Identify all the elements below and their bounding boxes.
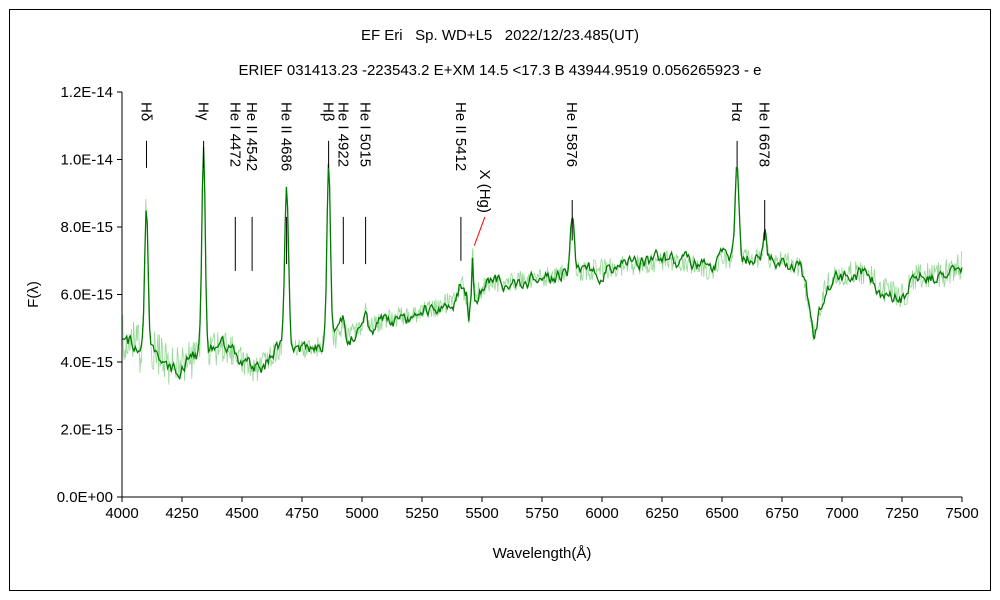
line-annotation-label: He I 4922 (334, 102, 351, 167)
x-tick-label: 5500 (465, 505, 498, 522)
x-tick-label: 7250 (885, 505, 918, 522)
line-annotation-label: He I 5876 (563, 102, 580, 167)
x-tick-label: 6250 (645, 505, 678, 522)
x-tick-label: 7500 (945, 505, 978, 522)
line-annotation-label: He II 4542 (243, 102, 260, 171)
y-tick-label: 1.2E-14 (60, 84, 113, 101)
line-annotation-label: Hβ (320, 102, 337, 122)
hg-annotation-label: X (Hg) (476, 170, 493, 213)
x-tick-label: 4750 (285, 505, 318, 522)
y-tick-label: 4.0E-15 (60, 354, 113, 371)
x-tick-label: 4250 (165, 505, 198, 522)
y-tick-label: 6.0E-15 (60, 287, 113, 304)
line-annotation-label: He I 5015 (357, 102, 374, 167)
line-annotation-label: Hα (728, 102, 745, 122)
chart-title: EF Eri Sp. WD+L5 2022/12/23.485(UT) (360, 27, 640, 44)
line-annotation-label: Hδ (138, 102, 155, 121)
x-tick-label: 7000 (825, 505, 858, 522)
x-axis-title: Wavelength(Å) (493, 545, 592, 562)
y-axis-title: F(λ) (25, 281, 42, 308)
y-tick-label: 2.0E-15 (60, 422, 113, 439)
y-tick-label: 8.0E-15 (60, 219, 113, 236)
chart-subtitle: ERIEF 031413.23 -223543.2 E+XM 14.5 <17.… (238, 62, 762, 79)
x-tick-label: 6750 (765, 505, 798, 522)
x-tick-label: 5750 (525, 505, 558, 522)
line-annotation-label: Hγ (195, 102, 212, 121)
line-annotation-label: He II 5412 (452, 102, 469, 171)
x-tick-label: 4000 (105, 505, 138, 522)
x-tick-label: 5250 (405, 505, 438, 522)
line-annotation-label: He II 4686 (278, 102, 295, 171)
x-tick-label: 5000 (345, 505, 378, 522)
hg-pointer-line (473, 216, 486, 246)
x-tick-label: 4500 (225, 505, 258, 522)
line-annotation-label: He I 6678 (756, 102, 773, 167)
x-tick-label: 6000 (585, 505, 618, 522)
y-tick-label: 1.0E-14 (60, 152, 113, 169)
y-tick-label: 0.0E+00 (57, 489, 113, 506)
line-annotation-label: He I 4472 (226, 102, 243, 167)
x-tick-label: 6500 (705, 505, 738, 522)
smoothed-spectrum-trace (121, 146, 963, 381)
